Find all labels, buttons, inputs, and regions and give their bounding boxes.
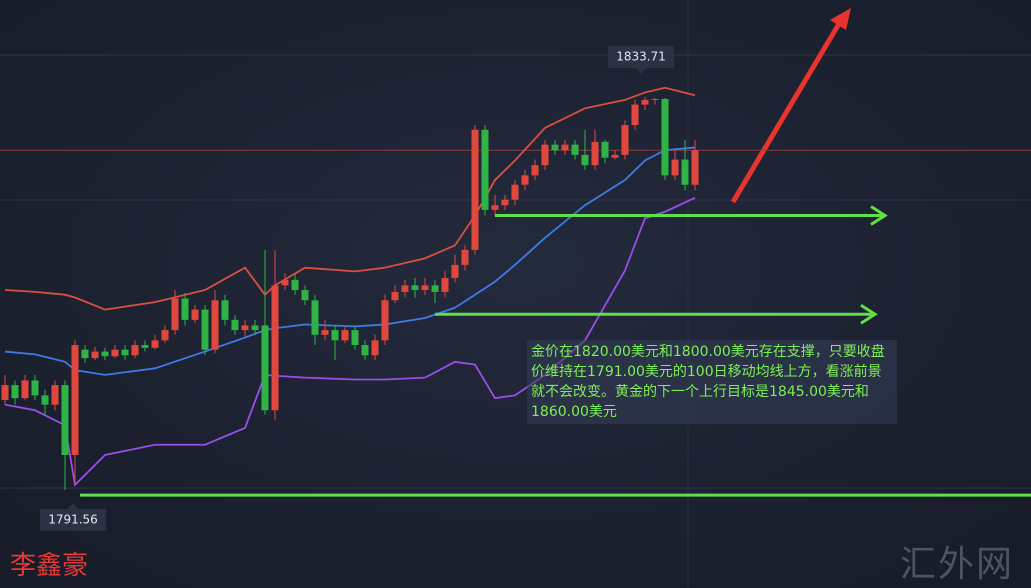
candle-body bbox=[311, 300, 319, 335]
candle-body bbox=[531, 165, 539, 176]
candle-body bbox=[591, 141, 599, 166]
candle-body bbox=[231, 319, 239, 331]
trend-arrow bbox=[730, 20, 843, 204]
author-watermark: 李鑫豪 bbox=[10, 551, 89, 581]
candle-body bbox=[101, 351, 109, 357]
candle-body bbox=[671, 159, 679, 176]
candle-body bbox=[61, 385, 69, 456]
candle-body bbox=[51, 385, 59, 405]
candle-body bbox=[421, 285, 429, 291]
candle-body bbox=[631, 104, 639, 126]
candle-body bbox=[111, 349, 119, 357]
candle-body bbox=[31, 380, 39, 396]
candle-body bbox=[41, 395, 49, 405]
price-label-pointer bbox=[68, 502, 78, 509]
candle-body bbox=[221, 300, 229, 320]
candle-body bbox=[481, 129, 489, 210]
candle-body bbox=[461, 249, 469, 265]
band-line bbox=[4, 196, 696, 487]
candle-body bbox=[201, 309, 209, 350]
candle-body bbox=[601, 141, 609, 158]
candle-body bbox=[331, 330, 339, 341]
band-line bbox=[4, 86, 696, 311]
trend-arrow-head bbox=[830, 8, 851, 30]
candle-body bbox=[321, 330, 329, 335]
candle-body bbox=[261, 325, 269, 411]
candle-body bbox=[371, 340, 379, 356]
candle-body bbox=[501, 199, 509, 206]
candle-body bbox=[581, 154, 589, 166]
candle-body bbox=[571, 144, 579, 155]
candle-body bbox=[151, 340, 159, 348]
price-label-box bbox=[608, 46, 674, 69]
candle-body bbox=[281, 279, 289, 286]
candle-body bbox=[71, 345, 79, 456]
candle-body bbox=[241, 325, 249, 331]
candle-body bbox=[91, 351, 99, 359]
support-arrow-head bbox=[870, 205, 888, 226]
candle-body bbox=[471, 129, 479, 250]
candle-body bbox=[181, 298, 189, 320]
support-arrow-head bbox=[860, 304, 878, 325]
candle-body bbox=[681, 159, 689, 185]
analysis-note: 金价在1820.00美元和1800.00美元存在支撑，只要收盘价维持在1791.… bbox=[527, 340, 897, 424]
candle-body bbox=[511, 184, 519, 200]
candle-body bbox=[81, 349, 89, 359]
candle-body bbox=[521, 175, 529, 185]
candle-body bbox=[161, 330, 169, 341]
price-label-box bbox=[40, 508, 106, 531]
candle-body bbox=[121, 349, 129, 356]
candle-body bbox=[191, 309, 199, 320]
candle-body bbox=[211, 300, 219, 350]
candle-body bbox=[361, 345, 369, 356]
candle-body bbox=[551, 144, 559, 151]
candle-body bbox=[381, 300, 389, 341]
candle-body bbox=[431, 285, 439, 292]
candle-body bbox=[661, 98, 669, 176]
price-label: 1791.56 bbox=[48, 512, 98, 526]
candle-body bbox=[1, 385, 9, 401]
candle-body bbox=[621, 125, 629, 155]
candle-body bbox=[641, 99, 649, 105]
candle-body bbox=[561, 144, 569, 151]
candle-body bbox=[541, 144, 549, 166]
candle-body bbox=[451, 264, 459, 278]
candle-body bbox=[341, 330, 349, 341]
candle-body bbox=[611, 154, 619, 158]
candle-body bbox=[271, 285, 279, 411]
candle-body bbox=[21, 380, 29, 399]
candle-body bbox=[651, 98, 659, 100]
candle-body bbox=[351, 330, 359, 346]
candle-body bbox=[691, 150, 699, 185]
candle-body bbox=[391, 291, 399, 301]
candle-body bbox=[301, 290, 309, 301]
band-line bbox=[4, 146, 696, 376]
candle-body bbox=[291, 279, 299, 291]
candle-body bbox=[171, 298, 179, 331]
candle-body bbox=[491, 205, 499, 210]
site-watermark: 汇外网 bbox=[900, 544, 1015, 585]
candle-body bbox=[411, 285, 419, 291]
candle-body bbox=[251, 325, 259, 331]
candle-body bbox=[11, 385, 19, 399]
candle-body bbox=[131, 345, 139, 356]
candle-body bbox=[441, 277, 449, 292]
price-label: 1833.71 bbox=[616, 50, 666, 64]
candle-body bbox=[141, 345, 149, 348]
price-label-pointer bbox=[636, 68, 646, 75]
candle-body bbox=[401, 285, 409, 292]
